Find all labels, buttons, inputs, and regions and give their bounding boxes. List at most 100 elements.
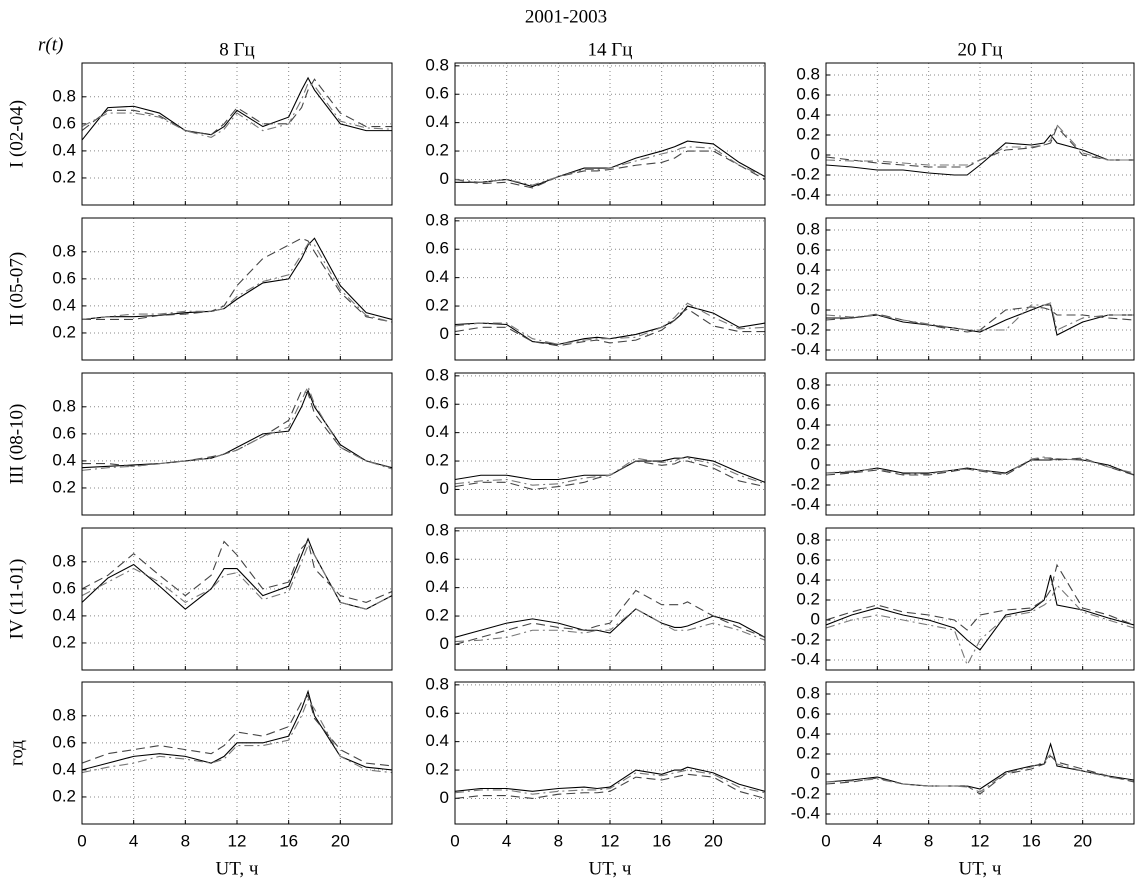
series-line bbox=[82, 540, 392, 603]
x-tick-label: 20 bbox=[704, 831, 723, 850]
y-tick-label: 0.8 bbox=[796, 529, 820, 548]
y-tick-label: 0.4 bbox=[425, 267, 449, 286]
series-line bbox=[826, 134, 1134, 176]
series-line bbox=[82, 537, 392, 610]
y-tick-label: 0.4 bbox=[796, 259, 820, 278]
y-tick-label: 0.8 bbox=[796, 683, 820, 702]
series-line bbox=[82, 76, 392, 141]
plot-frame bbox=[81, 62, 393, 206]
y-tick-label: -0.4 bbox=[791, 803, 820, 822]
plot-area bbox=[826, 528, 1134, 670]
panel: 0 4 8 12 16 20 0.2 0.4 0.6 0.8 год UT, ч bbox=[6, 681, 393, 879]
series-line bbox=[455, 150, 765, 189]
y-tick-label: -0.2 bbox=[791, 629, 820, 648]
x-tick-label: 4 bbox=[502, 831, 511, 850]
panel: 0.2 0.4 0.6 0.8 8 Гц I (02-04) bbox=[6, 39, 393, 206]
plot-frame bbox=[825, 527, 1135, 671]
y-tick-label: 0.2 bbox=[52, 786, 76, 805]
y-tick-label: 0.2 bbox=[52, 632, 76, 651]
y-tick-label: 0.4 bbox=[425, 112, 449, 131]
y-tick-label: 0 bbox=[440, 169, 449, 188]
series-line bbox=[455, 302, 765, 345]
series-line bbox=[455, 146, 765, 186]
y-tick-label: 0.4 bbox=[52, 605, 76, 624]
x-tick-label: 0 bbox=[77, 831, 86, 850]
panel: 0 4 8 12 16 20-0.4-0.200.20.40.60.8UT, ч bbox=[791, 681, 1135, 879]
panel-title: 14 Гц bbox=[588, 39, 633, 60]
y-tick-label: 0.2 bbox=[796, 279, 820, 298]
x-tick-label: 0 bbox=[821, 831, 830, 850]
series-line bbox=[82, 82, 392, 138]
series-line bbox=[826, 304, 1134, 336]
y-tick-label: 0.4 bbox=[52, 759, 76, 778]
y-tick-label: 0.8 bbox=[796, 64, 820, 83]
y-tick-label: 0 bbox=[440, 788, 449, 807]
y-tick-label: 0.6 bbox=[796, 394, 820, 413]
x-tick-label: 8 bbox=[554, 831, 563, 850]
series-line bbox=[826, 456, 1134, 475]
series-line bbox=[82, 385, 392, 471]
plot-area bbox=[826, 682, 1134, 824]
plot-area bbox=[455, 63, 765, 205]
y-tick-label: -0.4 bbox=[791, 649, 820, 668]
y-tick-label: 0.6 bbox=[425, 394, 449, 413]
y-tick-label: -0.4 bbox=[791, 494, 820, 513]
series-line bbox=[826, 753, 1134, 793]
plot-frame bbox=[825, 681, 1135, 825]
series-line bbox=[455, 457, 765, 486]
plot-area bbox=[826, 63, 1134, 205]
plot-frame bbox=[81, 217, 393, 361]
suptitle: 2001-2003 bbox=[525, 6, 607, 27]
y-tick-label: 0.4 bbox=[796, 414, 820, 433]
y-tick-label: 0.8 bbox=[425, 520, 449, 539]
y-tick-label: 0.6 bbox=[425, 703, 449, 722]
panel: 0.2 0.4 0.6 0.8 IV (11-01) bbox=[6, 527, 393, 671]
series-line bbox=[455, 589, 765, 645]
y-tick-label: 0.4 bbox=[425, 731, 449, 750]
panel: 0 4 8 12 16 20 0 0.2 0.4 0.6 0.8 UT, ч bbox=[425, 674, 766, 879]
series-line bbox=[455, 308, 765, 347]
plot-frame bbox=[454, 62, 766, 206]
y-tick-label: 0.6 bbox=[52, 423, 76, 442]
y-tick-label: 0.2 bbox=[425, 296, 449, 315]
x-tick-label: 8 bbox=[924, 831, 933, 850]
panel: 0.2 0.4 0.6 0.8 III (08-10) bbox=[6, 372, 393, 516]
row-label: III (08-10) bbox=[6, 404, 27, 485]
series-line bbox=[826, 574, 1134, 651]
y-tick-label: 0.6 bbox=[796, 703, 820, 722]
y-tick-label: 0.4 bbox=[52, 450, 76, 469]
y-tick-label: 0.6 bbox=[52, 268, 76, 287]
panel: -0.4-0.200.20.40.60.8 bbox=[791, 372, 1135, 516]
series-line bbox=[82, 237, 392, 323]
y-tick-label: 0.6 bbox=[796, 84, 820, 103]
y-tick-label: 0.8 bbox=[52, 705, 76, 724]
y-tick-label: 0 bbox=[440, 479, 449, 498]
y-tick-label: 0.2 bbox=[52, 322, 76, 341]
row-label: I (02-04) bbox=[6, 100, 27, 168]
y-tick-label: 0 bbox=[811, 299, 820, 318]
plot-area bbox=[455, 218, 765, 360]
y-tick-label: 0.8 bbox=[52, 86, 76, 105]
x-axis-label: UT, ч bbox=[589, 858, 632, 879]
x-tick-label: 8 bbox=[181, 831, 190, 850]
plot-area bbox=[826, 218, 1134, 360]
series-line bbox=[826, 125, 1134, 168]
y-tick-label: 0.2 bbox=[52, 167, 76, 186]
y-tick-label: 0.2 bbox=[796, 589, 820, 608]
y-tick-label: 0.4 bbox=[52, 140, 76, 159]
row-label: II (05-07) bbox=[6, 252, 27, 326]
panel: -0.4-0.200.20.40.60.8 bbox=[791, 217, 1135, 361]
y-tick-label: 0 bbox=[440, 634, 449, 653]
plot-area bbox=[455, 528, 765, 670]
y-tick-label: 0.2 bbox=[796, 124, 820, 143]
y-tick-label: 0.4 bbox=[796, 104, 820, 123]
y-tick-label: 0.6 bbox=[425, 239, 449, 258]
y-tick-label: 0.2 bbox=[425, 760, 449, 779]
y-tick-label: 0.4 bbox=[796, 723, 820, 742]
y-tick-label: 0.2 bbox=[796, 743, 820, 762]
y-tick-label: -0.2 bbox=[791, 164, 820, 183]
corner-label: r(t) bbox=[38, 34, 63, 55]
plot-frame bbox=[81, 372, 393, 516]
plot-frame bbox=[454, 372, 766, 516]
plot-area bbox=[455, 682, 765, 824]
